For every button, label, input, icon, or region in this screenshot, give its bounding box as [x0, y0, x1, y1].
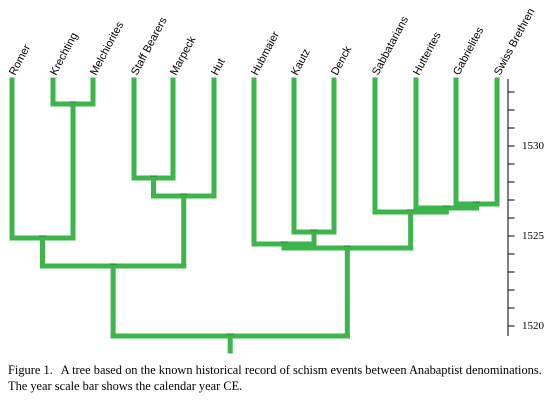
leaf-label-staff-bearers: Staff Bearers: [129, 15, 170, 78]
leaf-label-denck: Denck: [329, 44, 354, 78]
leaf-label-sabbatarians: Sabbatarians: [370, 14, 411, 77]
leaf-label-hutterites: Hutterites: [411, 30, 444, 78]
leaf-labels: Romer Krechting Melchiorites Staff BearersM…: [7, 6, 537, 77]
scale-label-1520: 1520: [522, 320, 545, 332]
scale-ticks: [507, 91, 515, 327]
leaf-label-melchiorites: Melchiorites: [88, 20, 126, 78]
year-scale-bar: 1530 1525 1520: [507, 79, 545, 336]
scale-label-1530: 1530: [522, 140, 545, 152]
scale-label-1525: 1525: [522, 230, 545, 242]
leaf-label-marpeck: Marpeck: [168, 34, 199, 77]
leaf-label-krechting: Krechting: [48, 31, 80, 78]
caption-text: A tree based on the known historical rec…: [8, 363, 542, 393]
leaf-label-gabrielites: Gabrielites: [451, 25, 487, 77]
leaf-label-hubmaier: Hubmaier: [249, 29, 282, 77]
leaf-label-swiss-brethren: Swiss Brethren: [492, 6, 537, 77]
figure-caption: Figure 1. A tree based on the known histo…: [8, 362, 548, 394]
leaf-label-hut: Hut: [209, 57, 228, 78]
leaf-label-kautz: Kautz: [289, 47, 313, 77]
phylogenetic-tree: Romer Krechting Melchiorites Staff BearersM…: [7, 6, 545, 354]
tree-branches: [9, 77, 500, 354]
tree-node-markers: [39, 101, 480, 335]
leaf-label-romer: Romer: [7, 42, 33, 77]
figure-number: Figure 1.: [8, 363, 53, 377]
